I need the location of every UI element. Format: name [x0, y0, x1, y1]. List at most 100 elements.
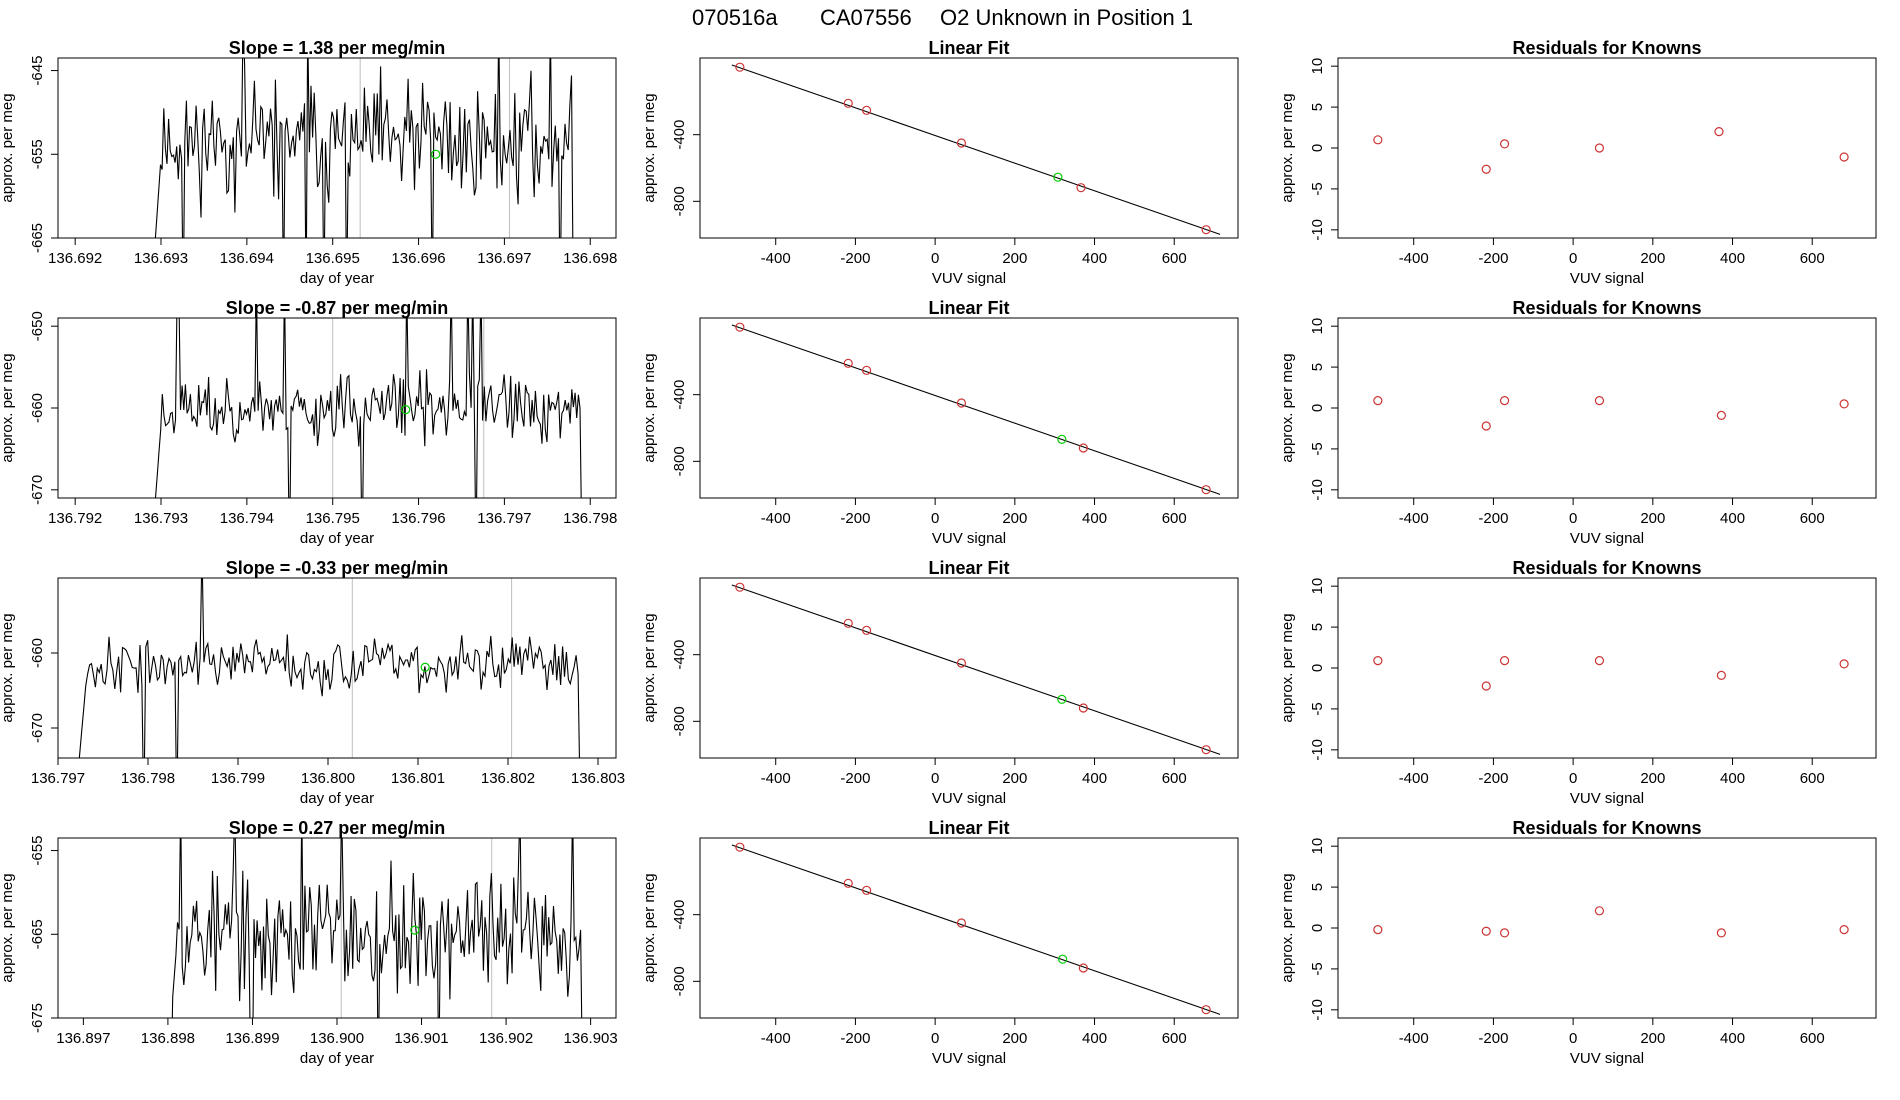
known-point — [735, 842, 745, 852]
plot-frame — [699, 577, 1239, 759]
panel-title: Linear Fit — [928, 298, 1009, 318]
plot-area — [731, 322, 1221, 495]
x-tick-label: 600 — [1800, 510, 1825, 527]
known-point — [1499, 139, 1510, 149]
x-tick-label: 200 — [1640, 770, 1665, 787]
known-point — [861, 105, 872, 115]
y-tick-label: -400 — [671, 900, 688, 930]
x-axis-label: VUV signal — [1570, 790, 1644, 807]
fit-line — [731, 324, 1221, 495]
known-point — [1201, 485, 1211, 495]
plot-area — [1373, 656, 1849, 691]
x-tick-label: 136.795 — [306, 510, 360, 527]
y-tick-label: 10 — [1309, 578, 1326, 595]
x-tick-label: 400 — [1082, 250, 1107, 267]
x-tick-label: 400 — [1082, 510, 1107, 527]
plot-area — [1373, 396, 1849, 431]
panel-title: Linear Fit — [928, 558, 1009, 578]
x-tick-label: -400 — [1399, 1030, 1429, 1047]
x-tick-label: 600 — [1800, 250, 1825, 267]
x-tick-label: 136.696 — [391, 250, 445, 267]
panel-title: Residuals for Knowns — [1512, 298, 1701, 318]
header-label: O2 Unknown in Position 1 — [940, 5, 1193, 30]
known-point — [1078, 703, 1088, 713]
x-tick-label: 136.692 — [48, 250, 102, 267]
known-point — [1594, 396, 1605, 406]
x-tick-label: 200 — [1002, 770, 1027, 787]
known-point — [1078, 963, 1088, 973]
known-point — [1594, 143, 1605, 153]
x-tick-label: 0 — [1569, 1030, 1577, 1047]
x-tick-label: 136.798 — [121, 770, 175, 787]
header-tank: CA07556 — [820, 5, 912, 30]
x-axis-label: VUV signal — [1570, 270, 1644, 287]
panel-title: Slope = 1.38 per meg/min — [229, 38, 446, 58]
y-tick-label: -5 — [1309, 962, 1326, 975]
y-axis-label: approx. per meg — [641, 93, 658, 202]
known-point — [843, 98, 853, 108]
known-point — [1499, 928, 1510, 938]
x-tick-label: 200 — [1640, 250, 1665, 267]
y-tick-label: 10 — [1309, 58, 1326, 75]
known-point — [1373, 135, 1383, 145]
known-point — [1201, 1005, 1211, 1015]
x-tick-label: 0 — [931, 1030, 939, 1047]
known-point — [735, 322, 745, 332]
x-tick-label: -200 — [840, 510, 870, 527]
x-tick-label: 400 — [1720, 770, 1745, 787]
known-point — [843, 358, 853, 368]
x-tick-label: 136.801 — [391, 770, 445, 787]
x-axis-label: VUV signal — [932, 1050, 1006, 1067]
y-tick-label: -645 — [29, 56, 46, 86]
x-tick-label: 0 — [1569, 510, 1577, 527]
x-tick-label: 136.797 — [477, 510, 531, 527]
y-tick-label: -400 — [671, 380, 688, 410]
y-tick-label: 0 — [1309, 404, 1326, 412]
y-tick-label: 0 — [1309, 924, 1326, 932]
x-tick-label: 600 — [1800, 1030, 1825, 1047]
x-axis-label: VUV signal — [1570, 530, 1644, 547]
x-tick-label: 136.797 — [31, 770, 85, 787]
y-axis-label: approx. per meg — [0, 873, 16, 982]
y-tick-label: -10 — [1309, 999, 1326, 1021]
unknown-point — [420, 662, 430, 672]
y-axis-label: approx. per meg — [0, 93, 16, 202]
y-tick-label: 5 — [1309, 103, 1326, 111]
x-tick-label: -200 — [840, 1030, 870, 1047]
x-tick-label: 600 — [1800, 770, 1825, 787]
known-point — [956, 918, 967, 928]
panel-title: Slope = -0.33 per meg/min — [226, 558, 449, 578]
plot-area — [1373, 127, 1849, 174]
plot-frame — [699, 837, 1239, 1019]
x-tick-label: 136.693 — [134, 250, 188, 267]
x-axis-label: day of year — [300, 270, 374, 287]
plot-frame — [57, 57, 617, 239]
known-point — [735, 582, 745, 592]
known-point — [1499, 656, 1510, 666]
y-tick-label: -670 — [29, 713, 46, 743]
y-tick-label: -665 — [29, 223, 46, 253]
known-point — [1481, 164, 1491, 174]
known-point — [1594, 906, 1605, 916]
y-axis-label: approx. per meg — [0, 353, 16, 462]
known-point — [1373, 656, 1383, 666]
panel-4-3: Residuals for Knowns -400 -200 0 200 400 600 -1… — [1279, 818, 1877, 1067]
known-point — [843, 878, 853, 888]
x-tick-label: -400 — [761, 1030, 791, 1047]
y-tick-label: 0 — [1309, 664, 1326, 672]
y-tick-label: -5 — [1309, 182, 1326, 195]
known-point — [956, 138, 967, 148]
x-tick-label: -400 — [761, 510, 791, 527]
known-point — [1594, 656, 1605, 666]
y-tick-label: -800 — [671, 446, 688, 476]
y-tick-label: -400 — [671, 120, 688, 150]
y-tick-label: -800 — [671, 186, 688, 216]
unknown-point — [1053, 172, 1063, 182]
x-tick-label: -200 — [1478, 770, 1508, 787]
unknown-point — [431, 149, 441, 159]
x-tick-label: 136.697 — [477, 250, 531, 267]
known-point — [1839, 152, 1849, 162]
panel-3-2: Linear Fit -400 -200 0 200 400 600 -800 -400 VUV … — [641, 558, 1239, 807]
unknown-point — [401, 405, 411, 415]
x-tick-label: -200 — [1478, 250, 1508, 267]
